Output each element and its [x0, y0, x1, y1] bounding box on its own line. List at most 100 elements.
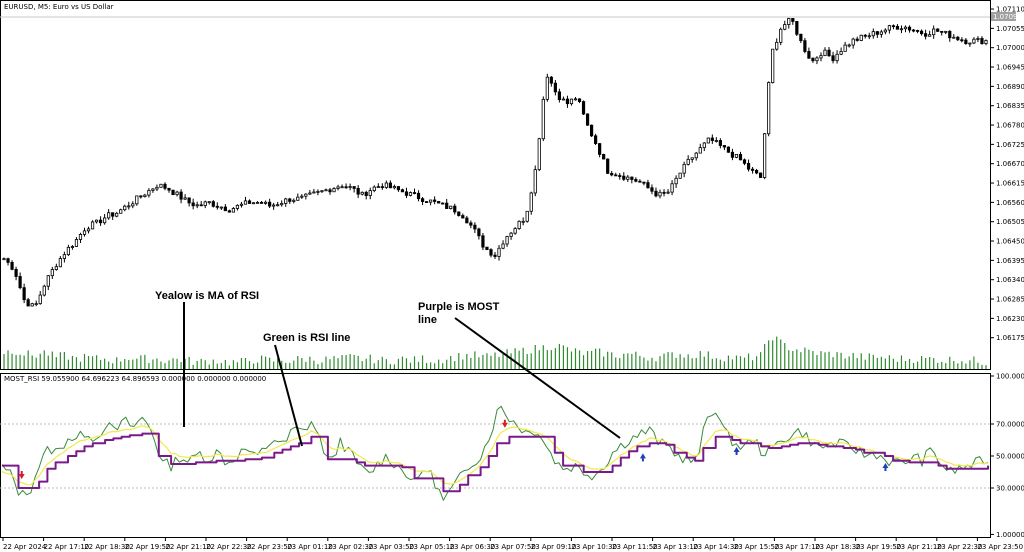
time-tick-label: 23 Apr 10:30 — [571, 543, 617, 551]
candle-body — [807, 51, 811, 59]
price-axis: 1.07110 1.07055 1.07000 1.06945 1.06890 1.068… — [990, 6, 1024, 342]
candle-body — [38, 294, 42, 305]
candle-body — [585, 113, 590, 126]
candle-body — [332, 188, 336, 193]
candle-body — [726, 146, 731, 153]
candle-body — [549, 76, 553, 84]
candle-body — [179, 191, 183, 200]
candle-body — [364, 191, 368, 196]
annotation-rsi-pointer — [274, 344, 303, 447]
candle-body — [686, 158, 690, 165]
candle-body — [787, 18, 791, 25]
time-tick-label: 22 Apr 21:10 — [165, 543, 211, 551]
candle-body — [111, 212, 115, 217]
candle-body — [78, 234, 83, 240]
candle-body — [6, 258, 10, 263]
candle-body — [634, 179, 638, 182]
candle-body — [429, 199, 433, 203]
candle-body — [264, 201, 268, 204]
candle-body — [344, 186, 348, 189]
candle-body — [702, 142, 706, 149]
candle-body — [99, 219, 103, 224]
candle-body — [151, 188, 155, 191]
candle-body — [94, 219, 99, 223]
candle-body — [368, 190, 372, 196]
candle-body — [304, 193, 308, 197]
candle-body — [485, 246, 489, 250]
candle-body — [750, 168, 755, 171]
candle-body — [561, 98, 566, 101]
candle-body — [843, 44, 847, 52]
ma-line — [1, 425, 989, 486]
candle-body — [292, 199, 296, 202]
candle-body — [859, 34, 863, 41]
candle-body — [10, 261, 14, 270]
candle-body — [30, 303, 34, 307]
indicator-lines — [1, 405, 989, 501]
time-tick-label: 23 Apr 18:30 — [815, 543, 861, 551]
buy-arrow — [733, 447, 740, 455]
candle-body — [875, 31, 879, 35]
candle-body — [594, 135, 598, 144]
candle-body — [497, 247, 501, 257]
candle-body — [167, 187, 171, 191]
candle-body — [529, 192, 533, 212]
candle-body — [380, 186, 384, 189]
candle-body — [795, 20, 799, 35]
candle-body — [143, 194, 147, 197]
annotation-rsi-text: Green is RSI line — [263, 332, 350, 344]
candle-body — [388, 182, 392, 189]
indicator-tick-label: 1.000000 — [996, 531, 1024, 539]
candle-body — [714, 140, 718, 142]
time-tick-label: 23 Apr 22:30 — [937, 543, 983, 551]
candle-body — [300, 195, 304, 198]
candle-body — [424, 201, 429, 203]
annotation-rsi: Green is RSI line — [263, 332, 350, 447]
candle-body — [284, 198, 288, 204]
candle-body — [26, 299, 30, 307]
candle-body — [956, 36, 960, 41]
candle-body — [340, 186, 344, 189]
candle-body — [408, 192, 413, 196]
candle-body — [324, 189, 328, 192]
annotation-most-pointer — [454, 317, 621, 439]
candle-body — [863, 34, 867, 37]
candle-body — [74, 239, 79, 247]
candle-series — [2, 17, 988, 307]
candle-body — [509, 232, 513, 237]
buy-arrow — [639, 453, 646, 462]
time-tick-label: 22 Apr 17:10 — [44, 543, 90, 551]
price-tick-label: 1.06780 — [996, 122, 1024, 130]
candle-body — [215, 205, 219, 208]
candle-body — [127, 205, 131, 208]
candle-body — [521, 220, 525, 223]
candle-body — [811, 57, 815, 62]
candle-body — [734, 154, 739, 158]
candle-body — [360, 191, 364, 195]
price-tick-label: 1.06230 — [996, 315, 1024, 323]
candle-body — [400, 189, 405, 193]
time-tick-label: 22 Apr 23:50 — [247, 543, 293, 551]
level-lines — [0, 423, 990, 489]
candle-body — [251, 202, 256, 205]
candle-body — [191, 202, 195, 207]
time-tick-label: 23 Apr 03:50 — [368, 543, 414, 551]
indicator-panel: MOST_RSI 59.055900 64.696223 64.896593 0… — [0, 373, 1024, 539]
candle-body — [187, 197, 191, 204]
sell-arrow — [18, 471, 25, 479]
candle-body — [598, 143, 602, 155]
candle-body — [203, 201, 207, 206]
candle-body — [175, 191, 179, 196]
candle-body — [82, 230, 87, 235]
candle-body — [767, 82, 771, 135]
candle-body — [412, 192, 417, 194]
candle-body — [396, 186, 401, 191]
candle-body — [517, 220, 521, 230]
candle-body — [312, 191, 316, 194]
candle-body — [678, 172, 682, 179]
candle-body — [42, 285, 46, 296]
candle-body — [227, 210, 231, 213]
time-tick-label: 22 Apr 18:30 — [84, 543, 130, 551]
indicator-header: MOST_RSI 59.055900 64.696223 64.896593 0… — [4, 375, 266, 383]
